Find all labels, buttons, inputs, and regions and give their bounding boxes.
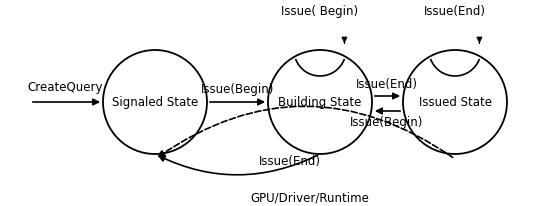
Text: Issue(End): Issue(End) (259, 155, 321, 168)
Text: GPU/Driver/Runtime: GPU/Driver/Runtime (251, 191, 370, 204)
Text: Issue(End): Issue(End) (356, 78, 418, 91)
Text: Issue(End): Issue(End) (424, 6, 486, 18)
Text: Signaled State: Signaled State (112, 96, 198, 109)
Text: Issue( Begin): Issue( Begin) (281, 6, 359, 18)
Text: Issue(Begin): Issue(Begin) (350, 116, 423, 129)
Text: Issued State: Issued State (419, 96, 492, 109)
Text: CreateQuery: CreateQuery (27, 81, 103, 94)
Text: Issue(Begin): Issue(Begin) (201, 83, 275, 96)
Text: Building State: Building State (278, 96, 362, 109)
